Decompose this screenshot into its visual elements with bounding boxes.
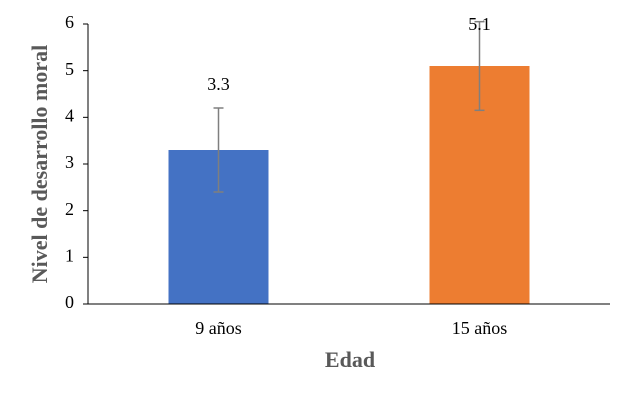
y-tick-label: 1 bbox=[65, 245, 74, 265]
error-bar bbox=[213, 107, 224, 193]
x-axis-title: Edad bbox=[325, 347, 375, 372]
data-label: 5.1 bbox=[468, 14, 491, 34]
x-tick-label: 15 años bbox=[452, 318, 508, 338]
y-tick-label: 3 bbox=[65, 152, 74, 172]
error-bar bbox=[474, 20, 485, 112]
x-tick-label: 9 años bbox=[195, 318, 242, 338]
y-tick-label: 6 bbox=[65, 12, 74, 32]
y-tick-label: 4 bbox=[65, 105, 74, 125]
y-tick-label: 0 bbox=[65, 292, 74, 312]
data-label: 3.3 bbox=[207, 74, 230, 94]
y-axis-title: Nivel de desarrollo moral bbox=[27, 45, 52, 284]
y-tick-label: 2 bbox=[65, 199, 74, 219]
y-tick-label: 5 bbox=[65, 59, 74, 79]
